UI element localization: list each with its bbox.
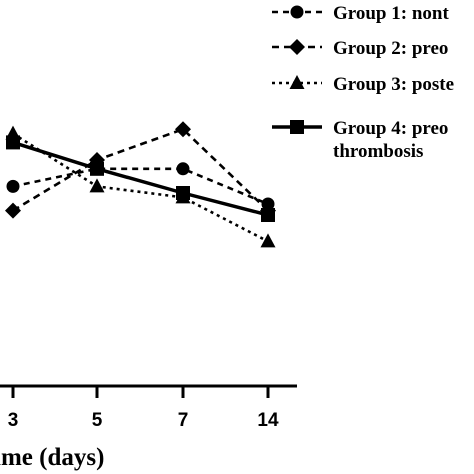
legend-item: Group 1: nont [272, 3, 449, 24]
series-line [12, 132, 269, 243]
data-point-circle [6, 179, 20, 193]
x-tick-label: 7 [178, 410, 189, 431]
series-line [12, 140, 269, 217]
data-point-circle [290, 5, 304, 19]
data-point-diamond [175, 121, 191, 138]
data-point-diamond [5, 202, 21, 219]
x-axis-title: ime (days) [0, 444, 104, 471]
data-point-square [90, 161, 104, 176]
legend-item: Group 3: poste [272, 74, 454, 95]
data-point-triangle [289, 75, 305, 89]
x-tick-label: 5 [92, 410, 103, 431]
series-4 [6, 135, 275, 222]
legend: Group 1: nont Group 2: preo Group 3: poste… [272, 3, 454, 162]
data-point-triangle [89, 178, 105, 193]
series-layer [5, 121, 276, 248]
legend-label: Group 1: nont [333, 3, 449, 24]
legend-label: Group 4: preo thrombosis [333, 118, 448, 162]
series-1 [6, 162, 275, 211]
data-point-circle [176, 162, 190, 176]
data-point-square [6, 135, 20, 150]
data-point-triangle [260, 233, 276, 248]
data-point-square [290, 120, 304, 134]
data-point-square [261, 208, 275, 222]
data-point-square [176, 186, 190, 200]
legend-item: Group 4: preo thrombosis [272, 118, 448, 162]
x-tick-label: 3 [8, 410, 19, 431]
legend-label: Group 2: preo [333, 38, 448, 59]
series-2 [5, 121, 276, 219]
axes [0, 384, 297, 398]
data-point-diamond [289, 39, 305, 55]
x-tick-label: 14 [257, 410, 279, 431]
x-ticks: 3 5 7 14 [8, 410, 279, 431]
legend-item: Group 2: preo [272, 38, 448, 59]
legend-label: Group 3: poste [333, 74, 454, 95]
series-line [12, 127, 269, 212]
